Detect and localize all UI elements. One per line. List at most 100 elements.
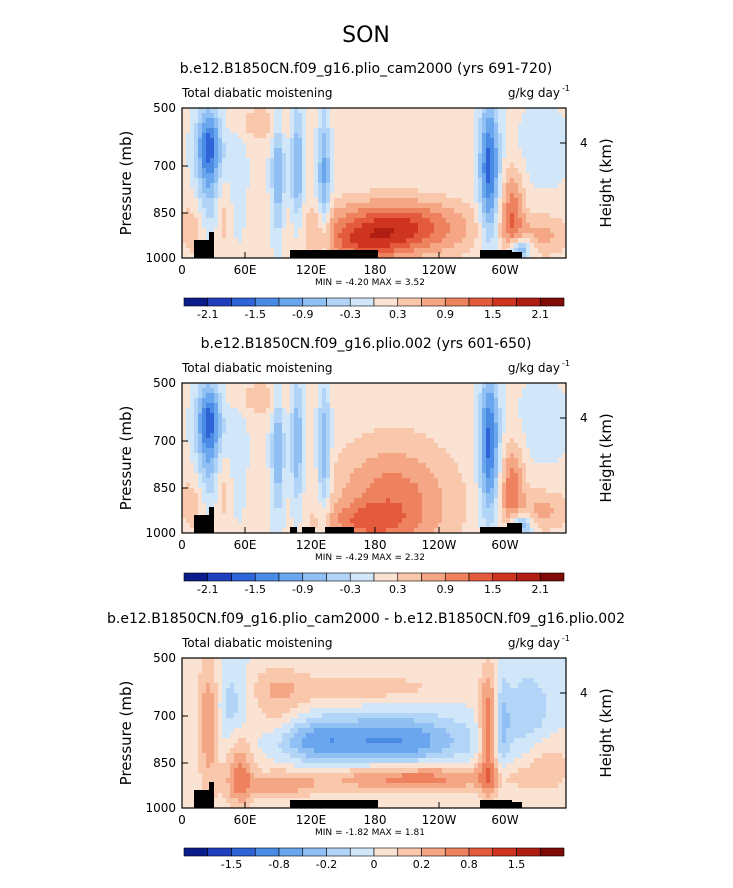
heatmap-cell (414, 113, 419, 119)
heatmap-cell (298, 123, 303, 129)
heatmap-cell (558, 468, 563, 474)
heatmap-cell (290, 243, 295, 249)
heatmap-cell (442, 468, 447, 474)
heatmap-cell (434, 468, 439, 474)
heatmap-cell (462, 383, 467, 389)
heatmap-cell (502, 233, 507, 239)
heatmap-cell (434, 473, 439, 479)
heatmap-cell (298, 238, 303, 244)
heatmap-cell (474, 253, 479, 259)
heatmap-cell (354, 213, 359, 219)
heatmap-cell (554, 243, 559, 249)
heatmap-cell (426, 218, 431, 224)
heatmap-cell (426, 128, 431, 134)
heatmap-cell (522, 108, 527, 114)
heatmap-cell (278, 143, 283, 149)
heatmap-cell (446, 208, 451, 214)
heatmap-cell (514, 413, 519, 419)
heatmap-cell (426, 148, 431, 154)
heatmap-cell (246, 478, 251, 484)
heatmap-cell (466, 223, 471, 229)
heatmap-cell (366, 463, 371, 469)
heatmap-cell (378, 398, 383, 404)
heatmap-cell (246, 118, 251, 124)
heatmap-cell (382, 113, 387, 119)
heatmap-cell (194, 453, 199, 459)
heatmap-cell (514, 233, 519, 239)
heatmap-cell (350, 133, 355, 139)
heatmap-cell (270, 238, 275, 244)
heatmap-cell (278, 153, 283, 159)
heatmap-cell (294, 168, 299, 174)
heatmap-cell (514, 443, 519, 449)
heatmap-cell (510, 443, 515, 449)
heatmap-cell (362, 438, 367, 444)
heatmap-cell (202, 383, 207, 389)
heatmap-cell (422, 423, 427, 429)
heatmap-cell (306, 118, 311, 124)
heatmap-cell (418, 448, 423, 454)
heatmap-cell (226, 488, 231, 494)
heatmap-cell (402, 133, 407, 139)
heatmap-cell (510, 108, 515, 114)
heatmap-cell (190, 403, 195, 409)
heatmap-cell (414, 148, 419, 154)
heatmap-cell (182, 413, 187, 419)
heatmap-cell (250, 413, 255, 419)
heatmap-cell (554, 158, 559, 164)
heatmap-cell (214, 248, 219, 254)
heatmap-cell (486, 463, 491, 469)
heatmap-cell (370, 433, 375, 439)
heatmap-cell (542, 418, 547, 424)
heatmap-cell (374, 473, 379, 479)
heatmap-cell (394, 148, 399, 154)
heatmap-cell (422, 198, 427, 204)
heatmap-cell (410, 478, 415, 484)
heatmap-cell (374, 468, 379, 474)
heatmap-cell (402, 418, 407, 424)
heatmap-cell (382, 408, 387, 414)
heatmap-cell (322, 443, 327, 449)
heatmap-cell (338, 233, 343, 239)
heatmap-cell (314, 473, 319, 479)
heatmap-cell (286, 133, 291, 139)
heatmap-cell (310, 453, 315, 459)
heatmap-cell (450, 223, 455, 229)
heatmap-cell (366, 113, 371, 119)
heatmap-cell (526, 158, 531, 164)
heatmap-cell (366, 403, 371, 409)
heatmap-cell (298, 423, 303, 429)
heatmap-cell (186, 248, 191, 254)
heatmap-cell (442, 208, 447, 214)
heatmap-cell (338, 478, 343, 484)
heatmap-cell (390, 183, 395, 189)
heatmap-cell (554, 213, 559, 219)
heatmap-cell (486, 153, 491, 159)
heatmap-cell (206, 408, 211, 414)
heatmap-cell (198, 108, 203, 114)
heatmap-cell (350, 183, 355, 189)
heatmap-cell (182, 133, 187, 139)
heatmap-cell (374, 168, 379, 174)
heatmap-cell (418, 428, 423, 434)
heatmap-cell (338, 463, 343, 469)
heatmap-cell (342, 143, 347, 149)
heatmap-cell (314, 443, 319, 449)
heatmap-cell (474, 458, 479, 464)
heatmap-cell (242, 198, 247, 204)
heatmap-cell (374, 128, 379, 134)
heatmap-cell (394, 233, 399, 239)
heatmap-cell (182, 443, 187, 449)
heatmap-cell (562, 458, 567, 464)
heatmap-cell (298, 458, 303, 464)
heatmap-cell (202, 423, 207, 429)
heatmap-cell (386, 123, 391, 129)
heatmap-cell (434, 188, 439, 194)
heatmap-cell (474, 193, 479, 199)
heatmap-cell (550, 473, 555, 479)
heatmap-cell (298, 208, 303, 214)
heatmap-cell (346, 243, 351, 249)
heatmap-cell (374, 183, 379, 189)
heatmap-cell (214, 238, 219, 244)
heatmap-cell (470, 438, 475, 444)
